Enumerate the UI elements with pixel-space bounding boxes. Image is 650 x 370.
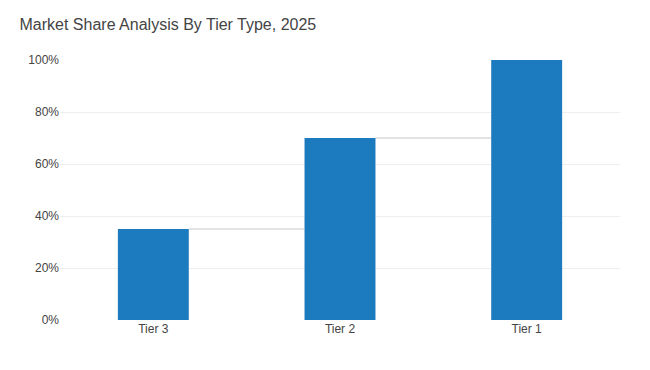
svg-text:40%: 40% — [35, 209, 59, 223]
svg-text:0%: 0% — [42, 313, 60, 327]
svg-text:20%: 20% — [35, 261, 59, 275]
svg-text:80%: 80% — [35, 105, 59, 119]
svg-text:60%: 60% — [35, 157, 59, 171]
svg-text:Tier 3: Tier 3 — [138, 322, 169, 336]
svg-text:Market Share Analysis By Tier: Market Share Analysis By Tier Type, 2025 — [20, 16, 317, 33]
svg-text:Tier 2: Tier 2 — [325, 322, 356, 336]
svg-text:100%: 100% — [28, 53, 59, 67]
svg-text:Tier 1: Tier 1 — [512, 322, 543, 336]
